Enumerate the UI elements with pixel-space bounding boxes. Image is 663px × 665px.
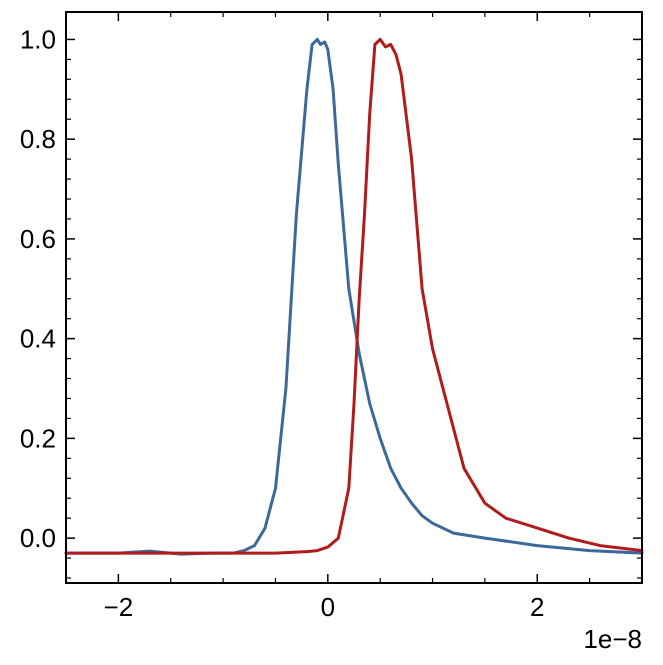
x-tick-label: 2 bbox=[530, 592, 544, 622]
x-tick-label: 0 bbox=[321, 592, 335, 622]
y-tick-label: 0.0 bbox=[20, 523, 56, 553]
x-offset-label: 1e−8 bbox=[583, 624, 642, 654]
y-tick-label: 0.4 bbox=[20, 324, 56, 354]
y-tick-label: 1.0 bbox=[20, 24, 56, 54]
x-tick-label: −2 bbox=[104, 592, 134, 622]
y-tick-label: 0.2 bbox=[20, 423, 56, 453]
y-tick-label: 0.8 bbox=[20, 124, 56, 154]
series-layer bbox=[64, 37, 644, 556]
y-tick-label: 0.6 bbox=[20, 224, 56, 254]
ticks-layer: −2 0 2 0.0 0.2 0.4 0.6 0.8 1.0 bbox=[20, 12, 643, 622]
series-line-0 bbox=[64, 37, 644, 556]
series-line-1 bbox=[64, 37, 644, 555]
plot-frame bbox=[65, 11, 643, 584]
